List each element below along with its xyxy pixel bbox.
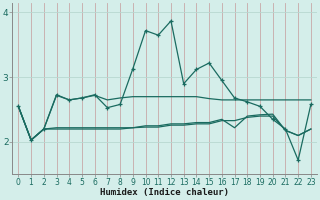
X-axis label: Humidex (Indice chaleur): Humidex (Indice chaleur): [100, 188, 229, 197]
